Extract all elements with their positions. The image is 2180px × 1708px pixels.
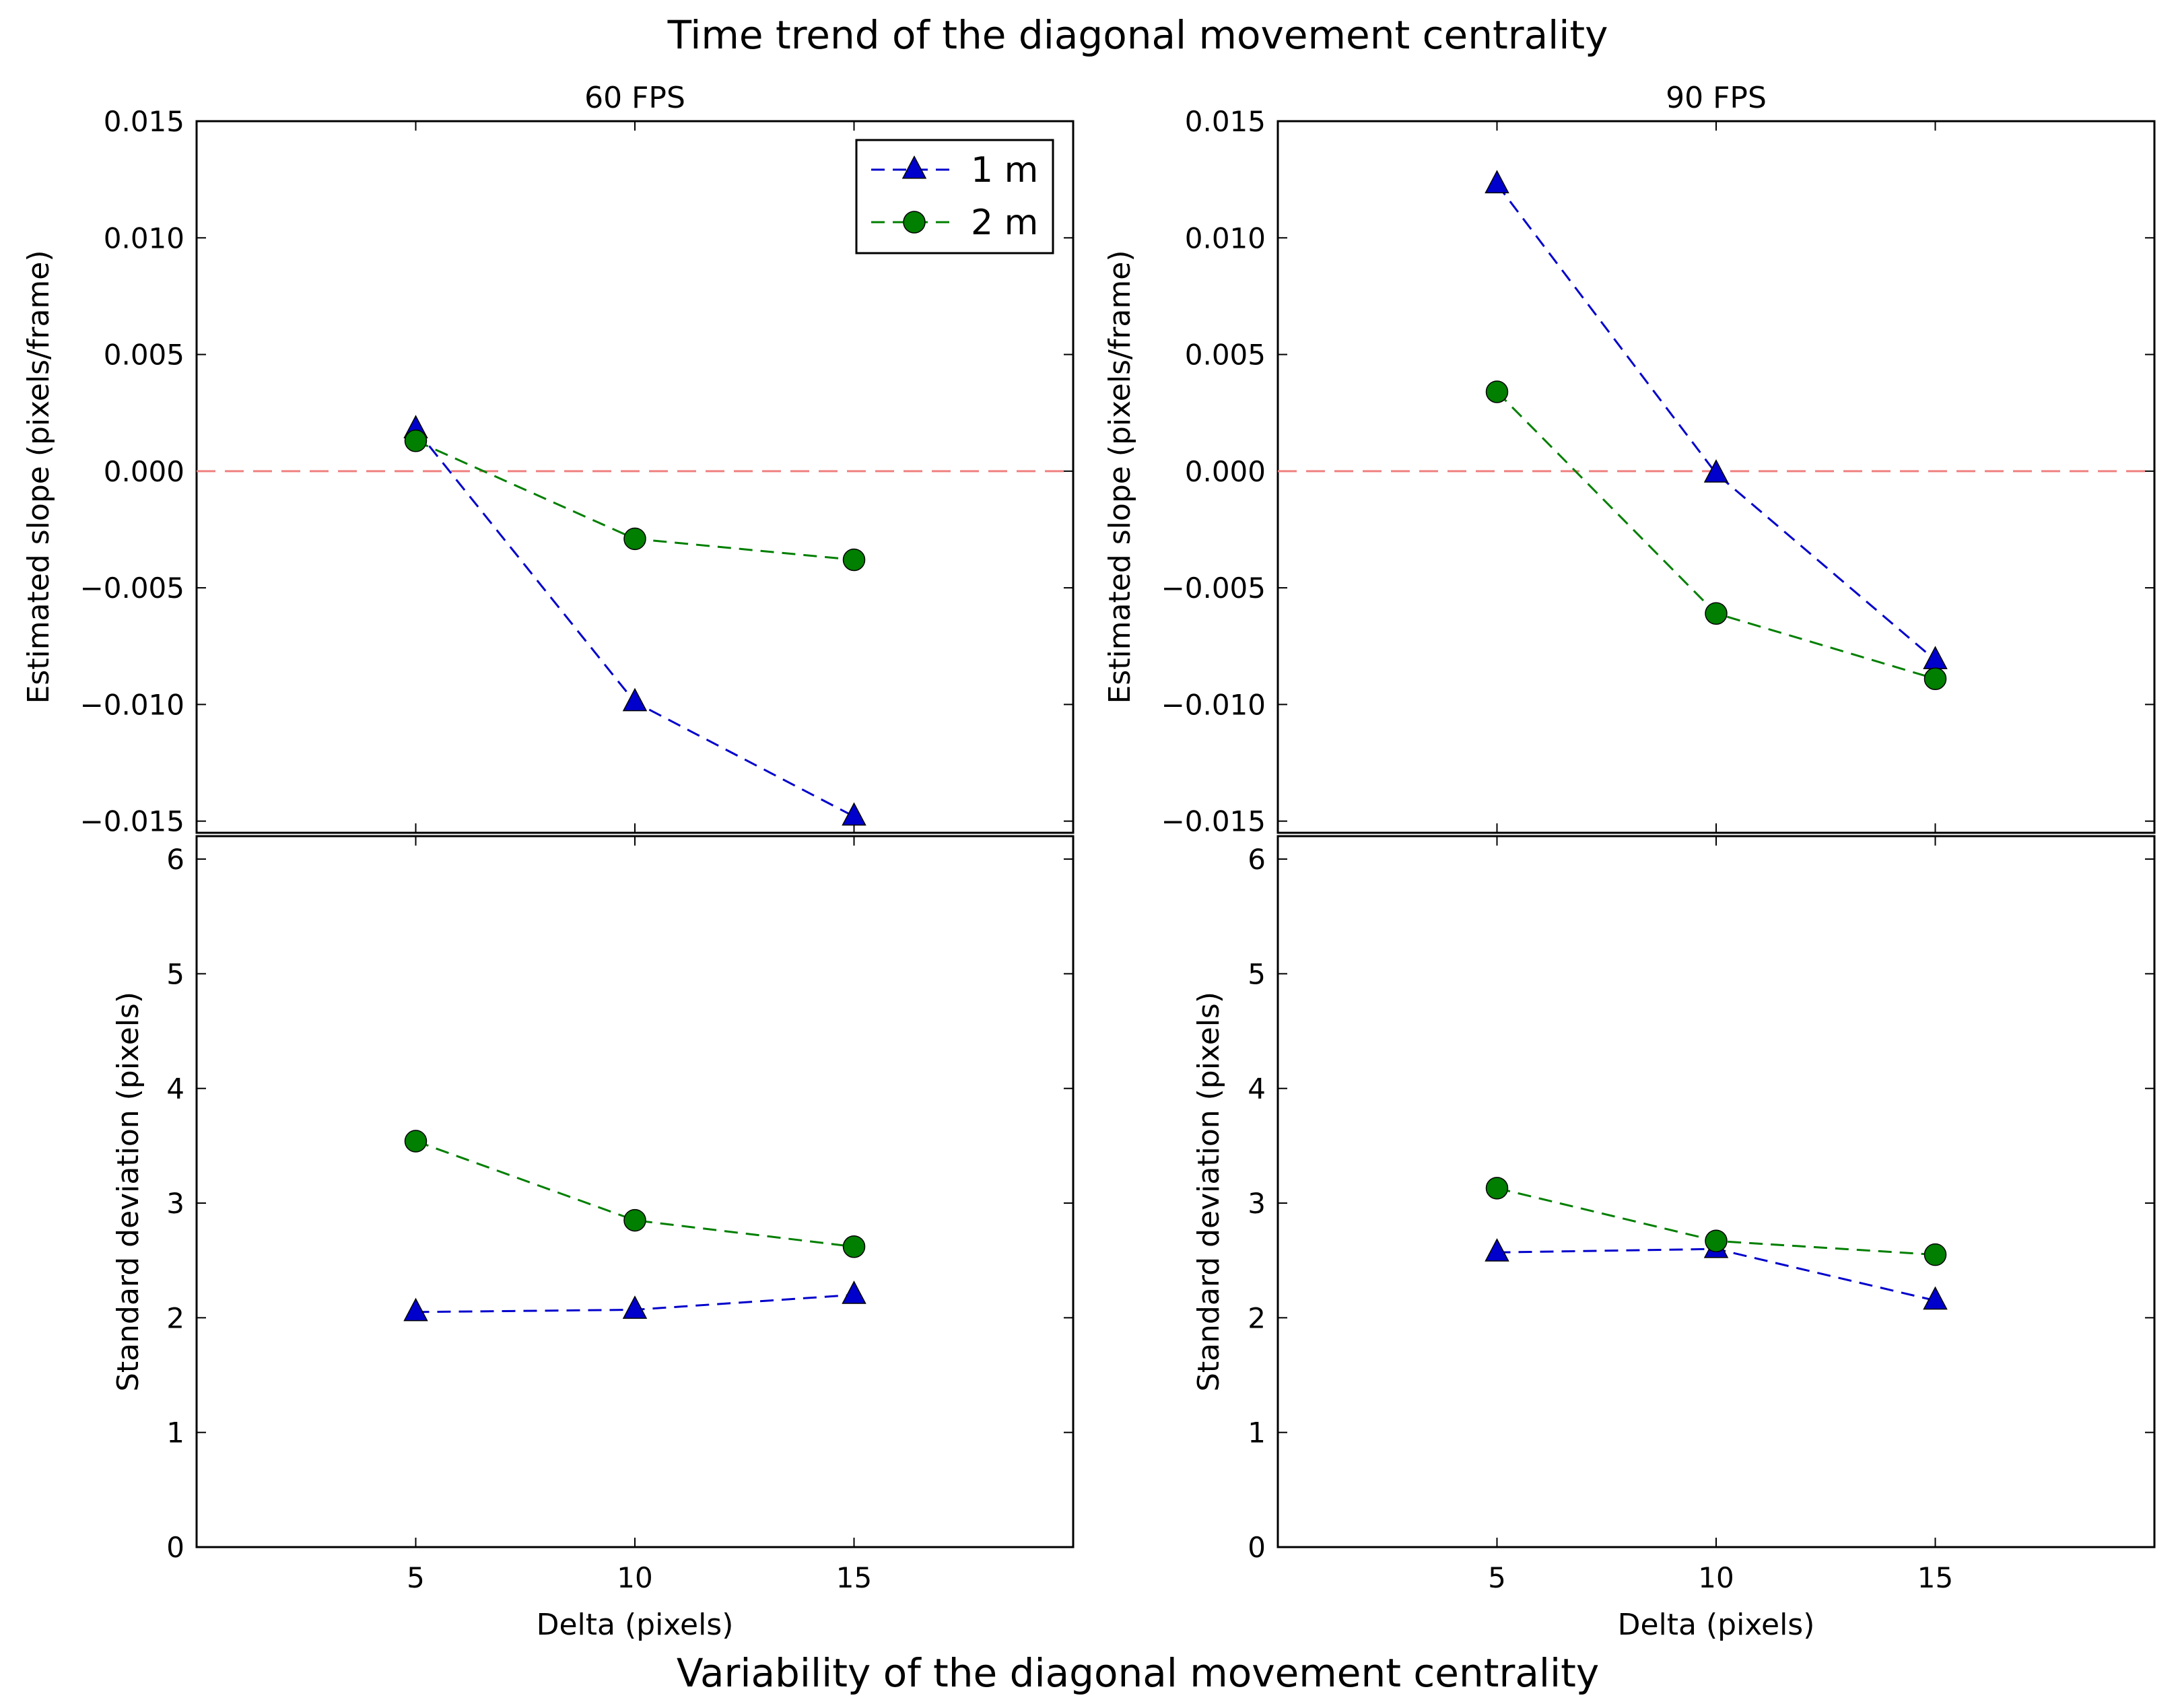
y-tick-label: 0.000 bbox=[104, 455, 184, 488]
data-point-2m bbox=[1923, 667, 1947, 691]
data-point-2m bbox=[842, 548, 866, 572]
y-tick-label: 1 bbox=[1248, 1416, 1266, 1449]
panel-std-90fps: 0 1 2 3 4 5 6 5 10 15 Delta (pixels) Standard devia… bbox=[1192, 835, 2156, 1642]
data-point-1m bbox=[1485, 170, 1509, 194]
y-axis-label: Standard deviation (pixels) bbox=[1192, 992, 1226, 1392]
y-tick-label: −0.005 bbox=[1161, 572, 1266, 605]
legend-marker bbox=[903, 211, 926, 234]
y-tick-label: 0.015 bbox=[1185, 105, 1266, 138]
y-tick-label: 5 bbox=[166, 957, 184, 990]
data-point-1m bbox=[1923, 1286, 1948, 1310]
y-axis-label: Standard deviation (pixels) bbox=[111, 992, 145, 1392]
y-tick-label: 2 bbox=[1248, 1301, 1266, 1334]
y-tick-label: 6 bbox=[1248, 843, 1266, 876]
y-tick-label: −0.010 bbox=[80, 688, 184, 721]
x-tick-label: 5 bbox=[1488, 1561, 1506, 1594]
y-tick-label: 0 bbox=[1248, 1531, 1266, 1564]
subplot-title: 90 FPS bbox=[1666, 81, 1767, 115]
x-tick-label: 10 bbox=[1698, 1561, 1734, 1594]
x-axis-label: Delta (pixels) bbox=[1618, 1608, 1815, 1642]
x-tick-label: 15 bbox=[836, 1561, 872, 1594]
y-tick-label: 1 bbox=[166, 1416, 184, 1449]
x-tick-label: 10 bbox=[617, 1561, 652, 1594]
plot-frame bbox=[195, 835, 1075, 1548]
legend-box bbox=[855, 139, 1054, 254]
legend: 1 m2 m bbox=[855, 139, 1054, 254]
y-tick-label: −0.005 bbox=[80, 572, 184, 605]
data-point-2m bbox=[404, 1130, 428, 1153]
data-point-1m bbox=[1923, 646, 1948, 670]
y-tick-label: 0.005 bbox=[1185, 339, 1266, 372]
data-point-2m bbox=[1705, 602, 1728, 625]
x-axis-label: Delta (pixels) bbox=[537, 1608, 734, 1642]
bottom-figure-title: Variability of the diagonal movement cen… bbox=[677, 1650, 1599, 1696]
series-line-2m bbox=[1496, 390, 1936, 680]
y-tick-label: 5 bbox=[1248, 957, 1266, 990]
data-point-2m bbox=[623, 1208, 646, 1232]
series-line-1m bbox=[415, 428, 855, 818]
data-point-2m bbox=[1705, 1229, 1728, 1252]
panel-slope-60fps: −0.015 −0.010 −0.005 0.000 0.005 0.010 0.015 60… bbox=[22, 81, 1075, 838]
y-axis-label: Estimated slope (pixels/frame) bbox=[1103, 250, 1137, 704]
data-point-2m bbox=[842, 1235, 866, 1258]
y-tick-label: 0.010 bbox=[1185, 221, 1266, 254]
data-point-1m bbox=[842, 802, 866, 826]
panels: −0.015−0.010−0.0050.0000.0050.0100.01560… bbox=[22, 81, 2156, 1642]
y-tick-label: 0.005 bbox=[104, 339, 184, 372]
y-tick-label: 3 bbox=[1248, 1187, 1266, 1220]
legend-label: 2 m bbox=[971, 203, 1038, 243]
y-tick-label: 0.000 bbox=[1185, 455, 1266, 488]
data-point-1m bbox=[1703, 459, 1729, 483]
y-tick-label: 2 bbox=[166, 1301, 184, 1334]
y-tick-label: 0.015 bbox=[104, 105, 184, 138]
y-axis-label: Estimated slope (pixels/frame) bbox=[22, 250, 56, 704]
panel-slope-90fps: −0.015 −0.010 −0.005 0.000 0.005 0.010 0.015 90… bbox=[1103, 81, 2156, 838]
data-point-1m bbox=[1485, 1238, 1509, 1262]
y-tick-label: −0.015 bbox=[1161, 805, 1266, 838]
y-tick-label: 3 bbox=[166, 1187, 184, 1220]
panel-std-60fps: 0 1 2 3 4 5 6 5 10 15 Delta (pixels) Standard devia… bbox=[111, 835, 1075, 1642]
top-figure-title: Time trend of the diagonal movement cent… bbox=[667, 12, 1608, 58]
x-tick-label: 5 bbox=[407, 1561, 425, 1594]
y-tick-label: −0.010 bbox=[1161, 688, 1266, 721]
data-point-1m bbox=[842, 1280, 866, 1304]
y-tick-label: 0.010 bbox=[104, 221, 184, 254]
subplot-title: 60 FPS bbox=[584, 81, 685, 115]
data-point-2m bbox=[1485, 1177, 1509, 1200]
data-point-1m bbox=[403, 1297, 428, 1322]
y-tick-label: 0 bbox=[166, 1531, 184, 1564]
series-line-1m bbox=[1496, 183, 1936, 661]
data-point-2m bbox=[1485, 380, 1509, 403]
y-tick-label: 4 bbox=[1248, 1072, 1266, 1105]
y-tick-label: −0.015 bbox=[80, 805, 184, 838]
series-line-2m bbox=[415, 1140, 854, 1248]
plot-frame bbox=[1276, 835, 2156, 1548]
data-point-1m bbox=[622, 687, 648, 712]
legend-label: 1 m bbox=[971, 150, 1038, 191]
data-point-2m bbox=[1923, 1243, 1947, 1266]
data-point-2m bbox=[404, 430, 428, 452]
y-tick-label: 6 bbox=[166, 843, 184, 876]
legend-marker bbox=[901, 155, 927, 179]
y-tick-label: 4 bbox=[166, 1072, 184, 1105]
data-point-2m bbox=[623, 527, 646, 551]
data-point-1m bbox=[622, 1295, 648, 1319]
x-tick-label: 15 bbox=[1917, 1561, 1953, 1594]
